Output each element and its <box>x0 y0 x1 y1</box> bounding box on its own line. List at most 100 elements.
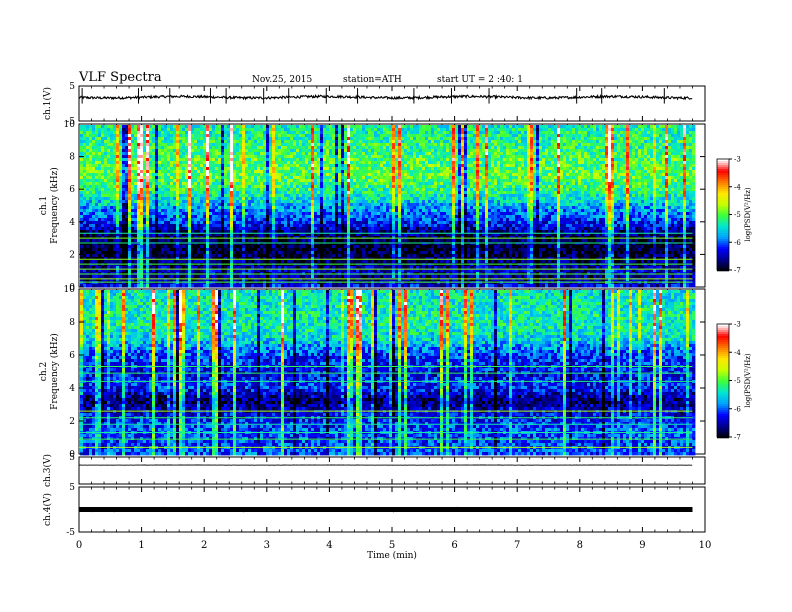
spectrogram-cell <box>104 143 108 147</box>
spectrogram-cell <box>95 191 99 195</box>
spectrogram-cell <box>296 173 300 177</box>
spectrogram-cell <box>305 173 309 177</box>
spectrogram-cell <box>584 161 588 165</box>
spectrogram-cell <box>452 161 456 165</box>
spectrogram-cell <box>158 152 162 156</box>
spectrogram-cell <box>230 185 234 189</box>
spectrogram-cell <box>620 167 624 171</box>
spectrogram-cell <box>338 173 342 177</box>
spectrogram-cell <box>497 134 501 138</box>
spectrogram-cell <box>581 188 585 192</box>
spectrogram-cell <box>392 170 396 174</box>
spectrogram-cell <box>392 131 396 135</box>
spectrogram-cell <box>452 173 456 177</box>
spectrogram-cell <box>557 131 561 135</box>
spectrogram-cell <box>683 140 687 144</box>
spectrogram-cell <box>116 167 120 171</box>
spectrogram-cell <box>596 182 600 186</box>
spectrogram-cell <box>350 185 354 189</box>
spectrogram-cell <box>395 179 399 183</box>
spectrogram-cell <box>239 185 243 189</box>
spectrogram-cell <box>167 137 171 141</box>
spectrogram-cell <box>224 176 228 180</box>
spectrogram-cell <box>377 158 381 162</box>
spectrogram-cell <box>422 179 426 183</box>
spectrogram-cell <box>308 143 312 147</box>
spectrogram-cell <box>602 170 606 174</box>
spectrogram-cell <box>131 146 135 150</box>
spectrogram-cell <box>596 131 600 135</box>
spectrogram-cell <box>218 191 222 195</box>
spectrogram-cell <box>134 152 138 156</box>
spectrogram-cell <box>686 143 690 147</box>
spectrogram-cell <box>380 149 384 153</box>
spectrogram-cell <box>311 182 315 186</box>
spectrogram-cell <box>254 176 258 180</box>
spectrogram-cell <box>287 188 291 192</box>
spectrogram-cell <box>437 185 441 189</box>
spectrogram-cell <box>398 128 402 132</box>
spectrogram-cell <box>383 143 387 147</box>
spectrogram-cell <box>170 146 174 150</box>
spectrogram-cell <box>446 131 450 135</box>
spectrogram-cell <box>170 140 174 144</box>
spectrogram-cell <box>236 128 240 132</box>
spectrogram-cell <box>536 158 540 162</box>
spectrogram-cell <box>101 128 105 132</box>
spectrogram-cell <box>521 140 525 144</box>
spectrogram-cell <box>227 170 231 174</box>
spectrogram-cell <box>650 182 654 186</box>
spectrogram-cell <box>677 185 681 189</box>
spectrogram-cell <box>209 167 213 171</box>
spectrogram-cell <box>461 146 465 150</box>
spectrogram-cell <box>581 173 585 177</box>
spectrogram-cell <box>458 146 462 150</box>
spectrogram-cell <box>122 164 126 168</box>
spectrogram-cell <box>200 143 204 147</box>
spectrogram-cell <box>467 134 471 138</box>
spectrogram-cell <box>164 134 168 138</box>
spectrogram-cell <box>356 179 360 183</box>
spectrogram-cell <box>443 155 447 159</box>
spectrogram-cell <box>371 170 375 174</box>
spectrogram-cell <box>683 161 687 165</box>
spectrogram-cell <box>191 170 195 174</box>
spectrogram-cell <box>167 152 171 156</box>
spectrogram-cell <box>584 188 588 192</box>
spectrogram-cell <box>245 167 249 171</box>
spectrogram-cell <box>188 131 192 135</box>
spectrogram-cell <box>518 155 522 159</box>
spectrogram-cell <box>242 167 246 171</box>
spectrogram-cell <box>680 161 684 165</box>
spectrogram-cell <box>527 170 531 174</box>
spectrogram-cell <box>623 164 627 168</box>
spectrogram-cell <box>170 131 174 135</box>
spectrogram-cell <box>188 146 192 150</box>
spectrogram-cell <box>485 173 489 177</box>
spectrogram-cell <box>404 167 408 171</box>
spectrogram-cell <box>218 143 222 147</box>
spectrogram-cell <box>392 125 396 129</box>
spectrogram-cell <box>584 155 588 159</box>
spectrogram-cell <box>320 146 324 150</box>
spectrogram-cell <box>320 173 324 177</box>
spectrogram-cell <box>524 152 528 156</box>
spectrogram-cell <box>521 146 525 150</box>
spectrogram-cell <box>113 152 117 156</box>
spectrogram-cell <box>413 185 417 189</box>
spectrogram-cell <box>320 164 324 168</box>
spectrogram-cell <box>245 128 249 132</box>
spectrogram-cell <box>680 146 684 150</box>
spectrogram-cell <box>440 158 444 162</box>
spectrogram-cell <box>191 140 195 144</box>
spectrogram-cell <box>404 188 408 192</box>
spectrogram-cell <box>584 131 588 135</box>
spectrogram-cell <box>80 131 84 135</box>
spectrogram-cell <box>164 146 168 150</box>
spectrogram-cell <box>251 131 255 135</box>
spectrogram-cell <box>413 146 417 150</box>
spectrogram-cell <box>629 191 633 195</box>
spectrogram-cell <box>374 167 378 171</box>
spectrogram-cell <box>518 158 522 162</box>
spectrogram-cell <box>476 185 480 189</box>
